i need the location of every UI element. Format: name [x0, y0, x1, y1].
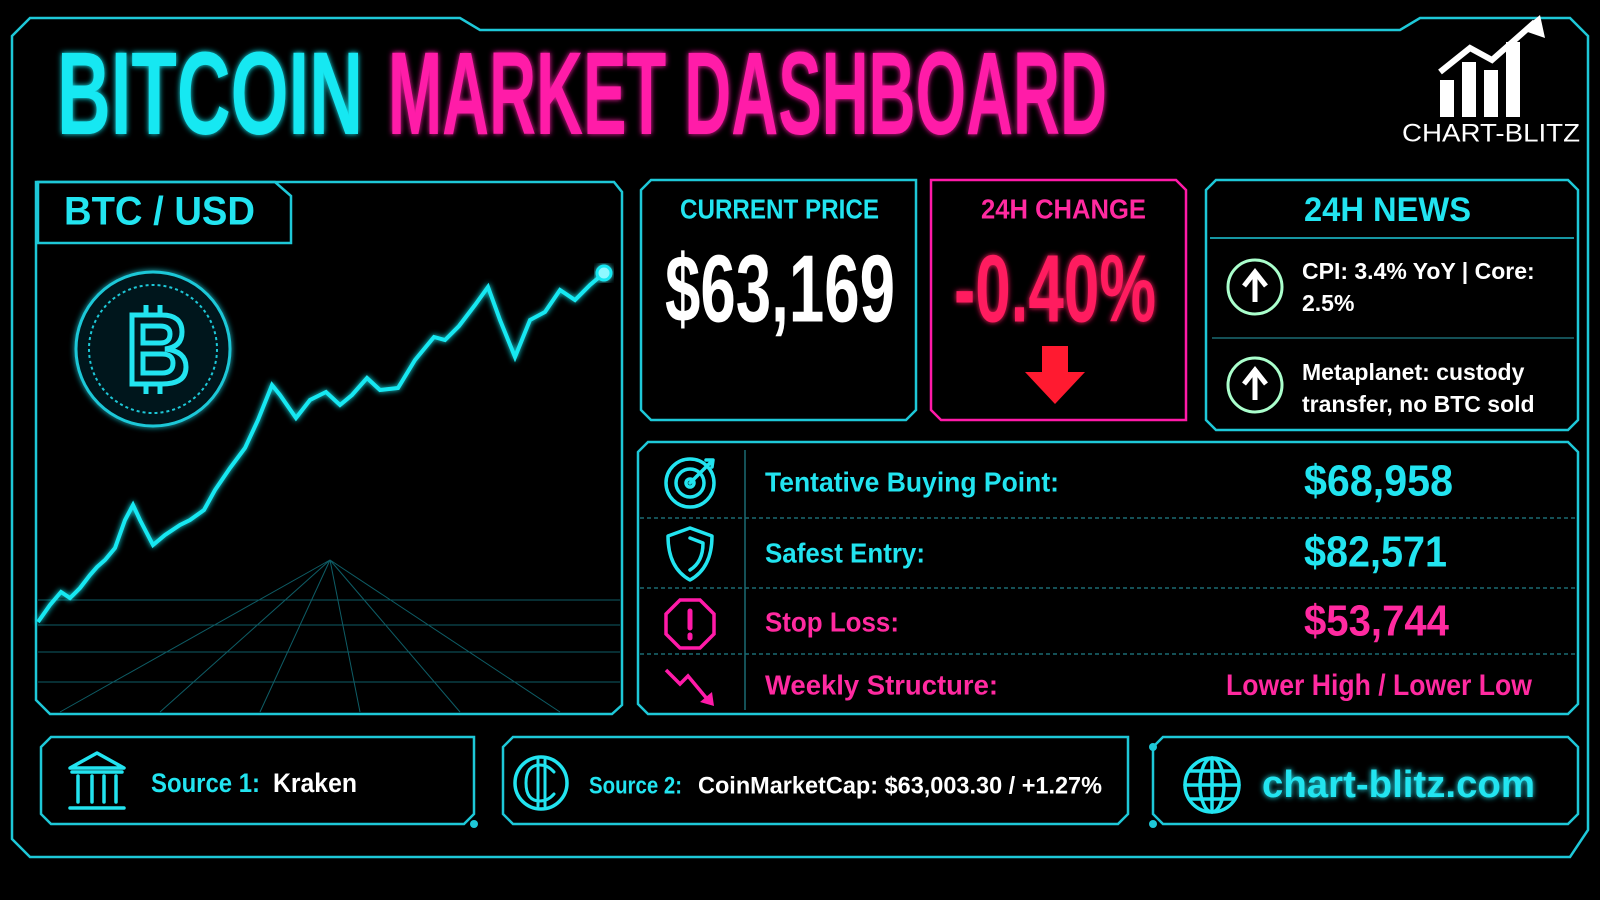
levels-card	[636, 440, 1580, 716]
news-icon	[1226, 356, 1284, 414]
level-value: $82,571	[1304, 528, 1447, 577]
pair-tab	[36, 180, 293, 245]
source-box	[501, 735, 1130, 826]
level-value: $53,744	[1304, 597, 1449, 646]
source-box	[39, 735, 476, 826]
down-arrow	[1025, 346, 1085, 404]
price-label: CURRENT PRICE	[680, 193, 879, 224]
decorative-price-line	[36, 271, 606, 624]
bank-icon	[68, 751, 126, 810]
level-label: Stop Loss:	[765, 606, 899, 637]
source-label: Source 1:	[151, 768, 260, 798]
coin-icon	[513, 755, 569, 811]
outer-frame	[10, 16, 1590, 859]
news-title: 24H NEWS	[1304, 191, 1471, 229]
news-item: CPI: 3.4% YoY | Core: 2.5%	[1302, 258, 1535, 316]
change-value: -0.40%	[954, 235, 1156, 342]
level-dividers	[640, 517, 1576, 655]
chart-panel-frame	[34, 180, 624, 716]
level-value: $68,958	[1304, 457, 1453, 506]
source-label: Source 2:	[589, 772, 682, 799]
pair-label: BTC / USD	[64, 190, 255, 234]
level-label: Tentative Buying Point:	[765, 466, 1059, 497]
connector-dots	[470, 743, 1157, 828]
level-value: Lower High / Lower Low	[1226, 669, 1533, 702]
change-label: 24H CHANGE	[981, 193, 1146, 224]
price-value: $63,169	[665, 235, 895, 342]
title-dashboard: MARKET DASHBOARD	[388, 28, 1107, 160]
news-icon	[1226, 258, 1284, 316]
target-icon	[664, 457, 716, 509]
source-value: Kraken	[273, 768, 357, 798]
bitcoin-coin	[74, 270, 232, 428]
news-item: Metaplanet: custody transfer, no BTC sol…	[1302, 359, 1535, 417]
news-card	[1204, 178, 1580, 432]
shield-icon	[666, 526, 714, 582]
title-bitcoin: BITCOIN	[57, 28, 363, 160]
price-card	[639, 178, 918, 422]
level-label: Weekly Structure:	[765, 669, 998, 700]
warning-icon	[664, 598, 716, 650]
logo-text: CHART-BLITZ	[1402, 120, 1580, 148]
logo-icon	[1438, 15, 1545, 117]
line-end-dot	[595, 264, 613, 282]
level-label: Safest Entry:	[765, 537, 925, 568]
change-card	[929, 178, 1188, 422]
perspective-grid	[38, 559, 620, 713]
website: chart-blitz.com	[1262, 764, 1535, 806]
globe-icon	[1183, 756, 1241, 814]
website-box	[1151, 735, 1580, 826]
source-value: CoinMarketCap: $63,003.30 / +1.27%	[698, 772, 1102, 799]
trend-down-icon	[664, 668, 714, 706]
